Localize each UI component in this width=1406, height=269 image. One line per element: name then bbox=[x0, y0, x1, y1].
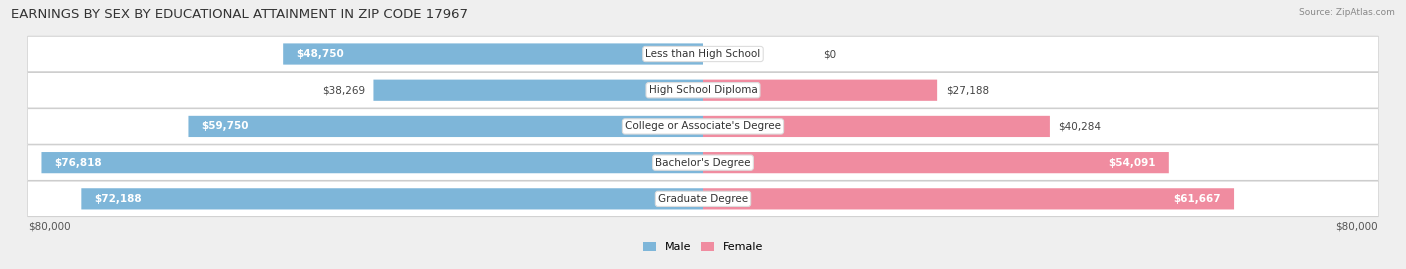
FancyBboxPatch shape bbox=[28, 73, 1378, 108]
FancyBboxPatch shape bbox=[28, 182, 1378, 216]
Text: $38,269: $38,269 bbox=[322, 85, 364, 95]
Text: $80,000: $80,000 bbox=[1336, 221, 1378, 231]
FancyBboxPatch shape bbox=[703, 188, 1234, 210]
FancyBboxPatch shape bbox=[82, 188, 703, 210]
Text: High School Diploma: High School Diploma bbox=[648, 85, 758, 95]
Text: $0: $0 bbox=[824, 49, 837, 59]
Text: $54,091: $54,091 bbox=[1108, 158, 1156, 168]
FancyBboxPatch shape bbox=[41, 152, 703, 173]
FancyBboxPatch shape bbox=[283, 43, 703, 65]
FancyBboxPatch shape bbox=[28, 145, 1378, 180]
Text: $76,818: $76,818 bbox=[55, 158, 103, 168]
Text: Graduate Degree: Graduate Degree bbox=[658, 194, 748, 204]
Text: Source: ZipAtlas.com: Source: ZipAtlas.com bbox=[1299, 8, 1395, 17]
Text: $40,284: $40,284 bbox=[1059, 121, 1101, 132]
Text: EARNINGS BY SEX BY EDUCATIONAL ATTAINMENT IN ZIP CODE 17967: EARNINGS BY SEX BY EDUCATIONAL ATTAINMEN… bbox=[11, 8, 468, 21]
Text: $61,667: $61,667 bbox=[1174, 194, 1222, 204]
FancyBboxPatch shape bbox=[28, 109, 1378, 144]
FancyBboxPatch shape bbox=[28, 73, 1378, 108]
Legend: Male, Female: Male, Female bbox=[638, 237, 768, 256]
Text: Less than High School: Less than High School bbox=[645, 49, 761, 59]
FancyBboxPatch shape bbox=[703, 116, 1050, 137]
FancyBboxPatch shape bbox=[374, 80, 703, 101]
Text: $80,000: $80,000 bbox=[28, 221, 70, 231]
FancyBboxPatch shape bbox=[28, 36, 1378, 72]
FancyBboxPatch shape bbox=[188, 116, 703, 137]
Text: $59,750: $59,750 bbox=[201, 121, 249, 132]
Text: $48,750: $48,750 bbox=[297, 49, 344, 59]
FancyBboxPatch shape bbox=[28, 109, 1378, 144]
Text: Bachelor's Degree: Bachelor's Degree bbox=[655, 158, 751, 168]
Text: $72,188: $72,188 bbox=[94, 194, 142, 204]
FancyBboxPatch shape bbox=[703, 80, 938, 101]
Text: $27,188: $27,188 bbox=[946, 85, 988, 95]
FancyBboxPatch shape bbox=[28, 181, 1378, 217]
FancyBboxPatch shape bbox=[28, 37, 1378, 71]
Text: College or Associate's Degree: College or Associate's Degree bbox=[626, 121, 780, 132]
FancyBboxPatch shape bbox=[703, 152, 1168, 173]
FancyBboxPatch shape bbox=[28, 145, 1378, 180]
